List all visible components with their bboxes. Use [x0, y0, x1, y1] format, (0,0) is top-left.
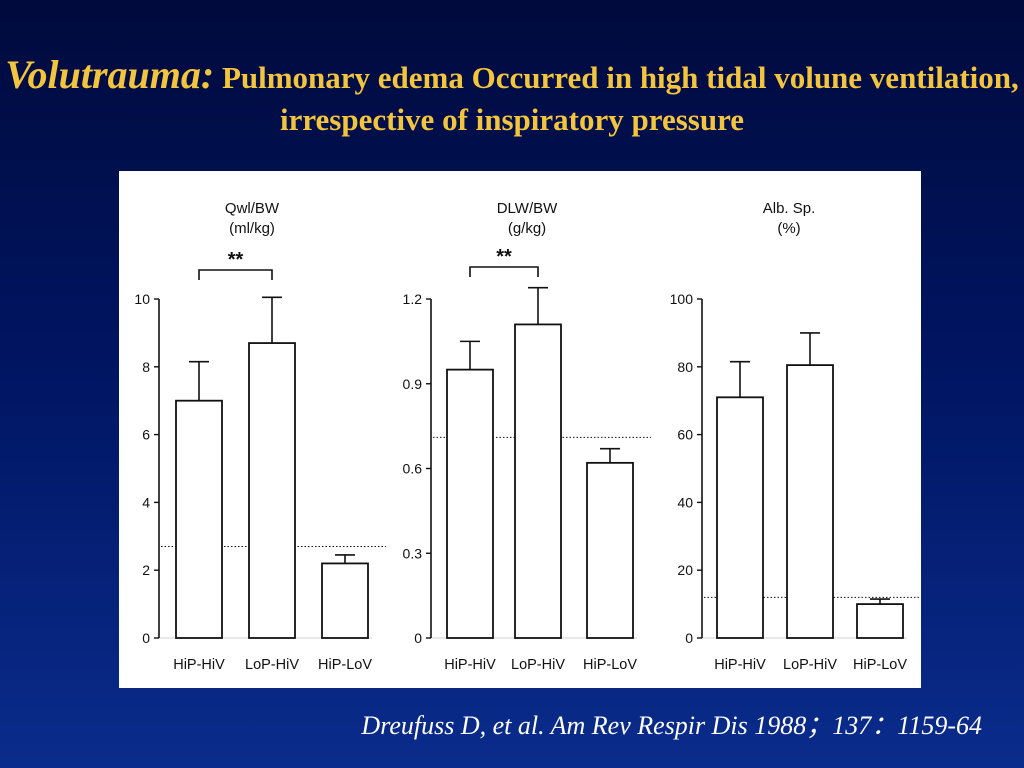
chart-title: Qwl/BW [225, 200, 280, 217]
significance-label: ** [228, 249, 244, 271]
y-tick-label: 0 [685, 630, 693, 646]
chart-2: DLW/BW (g/kg) 1.2 0.9 0.6 0.3 0 HiP-HiV LoP-HiV H… [403, 200, 651, 673]
slide-title-lead: Volutrauma: [5, 52, 215, 97]
y-tick-label: 4 [142, 494, 150, 510]
x-category-label: HiP-HiV [444, 657, 496, 673]
y-tick-label: 6 [142, 427, 150, 443]
x-category-label: HiP-LoV [853, 657, 907, 673]
x-category-label: HiP-HiV [173, 657, 225, 673]
bar [446, 368, 494, 639]
y-tick-label: 1.2 [403, 291, 423, 307]
bar [321, 562, 369, 639]
significance-label: ** [496, 246, 512, 268]
y-tick-label: 0 [142, 630, 150, 646]
x-category-label: LoP-HiV [511, 657, 565, 673]
bar [786, 364, 834, 639]
y-tick-label: 0.3 [403, 545, 423, 561]
y-tick-label: 0 [414, 630, 422, 646]
y-tick-label: 0.9 [403, 376, 423, 392]
bar [856, 603, 904, 639]
slide-title: Volutrauma: Pulmonary edema Occurred in … [0, 54, 1024, 141]
chart-title: DLW/BW [497, 200, 558, 217]
bar [716, 396, 764, 639]
y-tick-label: 80 [677, 359, 693, 375]
chart-1: Qwl/BW (ml/kg) 10 8 6 4 2 0 HiP-HiV LoP-HiV HiP-Lo… [134, 200, 386, 673]
slide-title-rest: Pulmonary edema Occurred in high tidal v… [214, 60, 1019, 137]
chart-title: Alb. Sp. [763, 200, 816, 217]
chart-3: Alb. Sp. (%) 100 80 60 40 20 0 HiP-HiV LoP-HiV HiP… [670, 200, 921, 673]
chart-unit: (g/kg) [508, 220, 546, 237]
x-category-label: HiP-LoV [318, 657, 372, 673]
x-category-label: LoP-HiV [245, 657, 299, 673]
bar [175, 399, 223, 639]
x-category-label: HiP-LoV [583, 657, 637, 673]
y-tick-label: 2 [142, 562, 150, 578]
y-tick-label: 20 [677, 562, 693, 578]
y-tick-label: 8 [142, 359, 150, 375]
significance-bracket [469, 266, 539, 277]
bar [248, 342, 296, 639]
bar [514, 323, 562, 639]
citation: Dreufuss D, et al. Am Rev Respir Dis 198… [361, 711, 982, 740]
y-tick-label: 100 [670, 291, 694, 307]
x-category-label: HiP-HiV [714, 657, 766, 673]
chart-unit: (ml/kg) [229, 220, 275, 237]
x-category-label: LoP-HiV [783, 657, 837, 673]
y-tick-label: 10 [134, 291, 150, 307]
significance-bracket [198, 269, 273, 280]
y-tick-label: 0.6 [403, 461, 423, 477]
chart-unit: (%) [777, 220, 800, 237]
y-tick-label: 60 [677, 427, 693, 443]
figure-panel: Qwl/BW (ml/kg) 10 8 6 4 2 0 HiP-HiV LoP-HiV HiP-Lo… [119, 171, 921, 688]
y-tick-label: 40 [677, 494, 693, 510]
bar [586, 461, 634, 639]
